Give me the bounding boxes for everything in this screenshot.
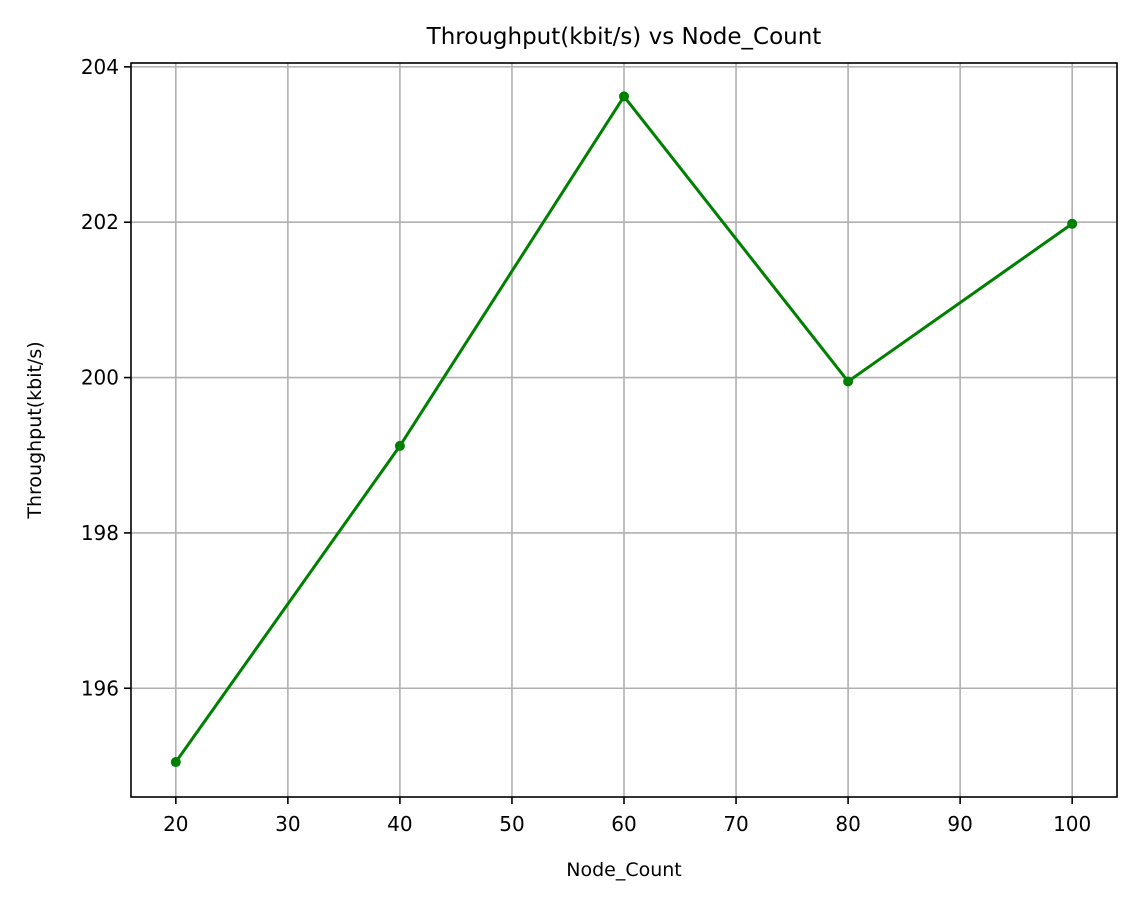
y-axis-label: Throughput(kbit/s): [24, 341, 46, 519]
series-layer: [170, 91, 1078, 768]
x-tick-label: 30: [275, 812, 300, 836]
x-tick-label: 100: [1053, 812, 1091, 836]
x-tick-label: 50: [499, 812, 524, 836]
y-tick-label: 196: [81, 676, 119, 700]
y-tick-label: 204: [81, 55, 119, 79]
data-point: [843, 376, 854, 387]
data-point: [170, 757, 181, 768]
y-tick-label: 200: [81, 366, 119, 390]
x-tick-label: 80: [835, 812, 860, 836]
x-tick-label: 70: [723, 812, 748, 836]
data-point: [1067, 218, 1078, 229]
x-tick-label: 40: [387, 812, 412, 836]
y-tick-label: 198: [81, 521, 119, 545]
data-point: [619, 91, 629, 102]
x-axis-label: Node_Count: [566, 859, 682, 881]
x-tick-label: 20: [163, 812, 188, 836]
x-tick-label: 60: [611, 812, 636, 836]
chart-title: Throughput(kbit/s) vs Node_Count: [426, 24, 822, 50]
y-tick-label: 202: [81, 210, 119, 234]
grid: [131, 63, 1117, 797]
ticks: 20 30 40 50 60 70 80 90 100 196 198 200 202 204: [81, 55, 1091, 836]
data-point: [394, 440, 405, 451]
x-tick-label: 90: [947, 812, 972, 836]
